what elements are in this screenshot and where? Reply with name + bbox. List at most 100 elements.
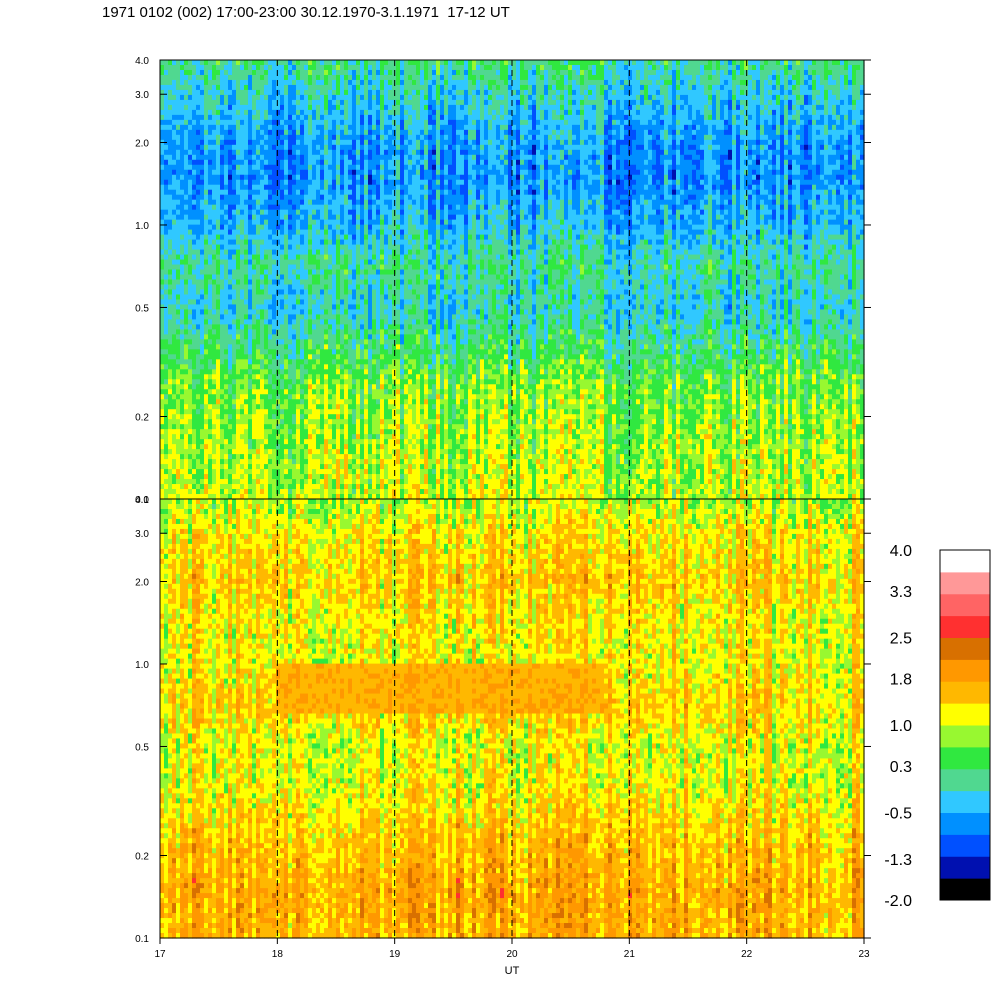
- heatmap-cell: [236, 90, 241, 96]
- heatmap-cell: [284, 434, 289, 440]
- heatmap-cell: [320, 220, 325, 226]
- heatmap-cell: [332, 265, 337, 271]
- heatmap-cell: [252, 394, 257, 400]
- heatmap-cell: [328, 130, 333, 136]
- heatmap-cell: [384, 334, 389, 340]
- heatmap-cell: [240, 464, 245, 470]
- heatmap-cell: [380, 200, 385, 206]
- heatmap-cell: [192, 474, 197, 480]
- heatmap-cell: [328, 280, 333, 286]
- heatmap-cell: [204, 255, 209, 261]
- heatmap-cell: [356, 220, 361, 226]
- heatmap-cell: [260, 329, 265, 335]
- heatmap-cell: [296, 454, 301, 460]
- heatmap-cell: [228, 479, 233, 485]
- heatmap-cell: [172, 389, 177, 395]
- heatmap-cell: [224, 334, 229, 340]
- heatmap-cell: [236, 160, 241, 166]
- heatmap-cell: [316, 220, 321, 226]
- heatmap-cell: [272, 75, 277, 81]
- heatmap-cell: [308, 289, 313, 295]
- heatmap-cell: [252, 145, 257, 151]
- heatmap-cell: [324, 170, 329, 176]
- heatmap-cell: [204, 265, 209, 271]
- heatmap-cell: [184, 329, 189, 335]
- heatmap-cell: [188, 260, 193, 266]
- heatmap-cell: [216, 65, 221, 71]
- heatmap-cell: [196, 404, 201, 410]
- heatmap-cell: [248, 175, 253, 181]
- heatmap-cell: [224, 245, 229, 251]
- heatmap-cell: [344, 434, 349, 440]
- heatmap-cell: [336, 369, 341, 375]
- heatmap-cell: [352, 469, 357, 475]
- heatmap-cell: [344, 100, 349, 106]
- heatmap-cell: [196, 140, 201, 146]
- heatmap-cell: [348, 354, 353, 360]
- heatmap-cell: [284, 334, 289, 340]
- heatmap-cell: [312, 275, 317, 281]
- heatmap-cell: [200, 299, 205, 305]
- heatmap-cell: [328, 484, 333, 490]
- heatmap-cell: [324, 489, 329, 495]
- heatmap-cell: [320, 230, 325, 236]
- heatmap-cell: [348, 150, 353, 156]
- heatmap-cell: [176, 434, 181, 440]
- heatmap-cell: [168, 195, 173, 201]
- heatmap-cell: [204, 489, 209, 495]
- heatmap-cell: [212, 399, 217, 405]
- heatmap-cell: [312, 299, 317, 305]
- heatmap-cell: [336, 250, 341, 256]
- heatmap-cell: [188, 419, 193, 425]
- heatmap-cell: [300, 250, 305, 256]
- heatmap-cell: [192, 95, 197, 101]
- heatmap-cell: [260, 354, 265, 360]
- heatmap-cell: [188, 255, 193, 261]
- heatmap-cell: [204, 205, 209, 211]
- heatmap-cell: [344, 80, 349, 86]
- heatmap-cell: [236, 260, 241, 266]
- heatmap-cell: [384, 275, 389, 281]
- heatmap-cell: [244, 175, 249, 181]
- heatmap-cell: [176, 469, 181, 475]
- heatmap-cell: [216, 60, 221, 66]
- heatmap-cell: [376, 200, 381, 206]
- heatmap-cell: [336, 434, 341, 440]
- heatmap-cell: [312, 245, 317, 251]
- heatmap-cell: [208, 479, 213, 485]
- heatmap-cell: [264, 314, 269, 320]
- heatmap-cell: [348, 280, 353, 286]
- heatmap-cell: [172, 65, 177, 71]
- heatmap-cell: [228, 434, 233, 440]
- heatmap-cell: [296, 225, 301, 231]
- heatmap-cell: [292, 170, 297, 176]
- heatmap-cell: [228, 294, 233, 300]
- heatmap-cell: [384, 115, 389, 121]
- heatmap-cell: [312, 250, 317, 256]
- heatmap-cell: [312, 364, 317, 370]
- heatmap-cell: [244, 250, 249, 256]
- heatmap-cell: [184, 105, 189, 111]
- heatmap-cell: [308, 474, 313, 480]
- heatmap-cell: [252, 389, 257, 395]
- heatmap-cell: [268, 484, 273, 490]
- heatmap-cell: [288, 369, 293, 375]
- heatmap-cell: [380, 275, 385, 281]
- heatmap-cell: [304, 110, 309, 116]
- heatmap-cell: [176, 90, 181, 96]
- heatmap-cell: [332, 434, 337, 440]
- heatmap-cell: [228, 115, 233, 121]
- heatmap-cell: [176, 60, 181, 66]
- heatmap-cell: [304, 115, 309, 121]
- heatmap-cell: [380, 489, 385, 495]
- heatmap-cell: [240, 444, 245, 450]
- heatmap-cell: [320, 369, 325, 375]
- heatmap-cell: [260, 215, 265, 221]
- heatmap-cell: [272, 225, 277, 231]
- heatmap-cell: [364, 314, 369, 320]
- heatmap-cell: [248, 464, 253, 470]
- heatmap-cell: [296, 185, 301, 191]
- heatmap-cell: [212, 275, 217, 281]
- heatmap-cell: [332, 439, 337, 445]
- heatmap-cell: [380, 230, 385, 236]
